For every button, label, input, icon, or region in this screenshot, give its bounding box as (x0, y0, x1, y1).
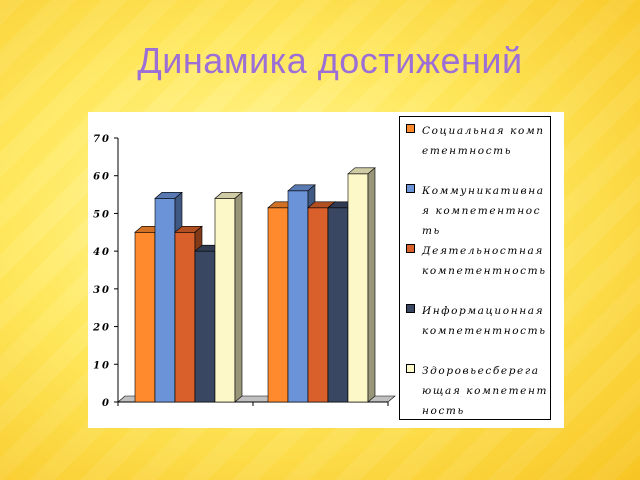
legend-swatch-information (406, 304, 415, 313)
slide-title: Динамика достижений (137, 40, 523, 81)
legend-swatch-communicative (406, 184, 415, 193)
bar (214, 198, 236, 403)
bar (267, 207, 289, 403)
bar (154, 198, 176, 403)
legend-label-social: Социальная компетентность (422, 125, 545, 157)
bar (327, 207, 349, 403)
y-tick-label: 40 (93, 247, 111, 258)
bar-side (234, 191, 243, 403)
y-tick-label: 60 (93, 172, 111, 183)
y-tick-label: 10 (93, 360, 111, 371)
y-tick-label: 0 (102, 398, 111, 409)
bar (194, 250, 216, 403)
bar (134, 231, 156, 403)
y-tick-label: 70 (93, 134, 111, 145)
legend-label-activity: Деятельностная компетентность (422, 245, 547, 277)
legend-swatch-social (406, 124, 415, 133)
chart-legend: Социальная компетентность Коммуникативна… (399, 116, 551, 420)
y-tick-label: 30 (93, 285, 111, 296)
bar (307, 207, 329, 403)
legend-label-information: Информационная компетентность (422, 305, 547, 337)
bar (174, 231, 196, 403)
bar (287, 190, 309, 403)
bar-side (367, 167, 376, 403)
legend-swatch-health (406, 364, 415, 373)
legend-label-health: Здоровьесберегающая компетентность (422, 365, 549, 417)
y-tick-label: 20 (92, 323, 111, 334)
legend-swatch-activity (406, 244, 415, 253)
bar (347, 173, 369, 403)
legend-label-communicative: Коммуникативная компетентность (422, 185, 545, 237)
bar-chart: 0 10 20 30 40 50 60 70 (92, 134, 396, 409)
y-tick-label: 50 (93, 209, 111, 220)
